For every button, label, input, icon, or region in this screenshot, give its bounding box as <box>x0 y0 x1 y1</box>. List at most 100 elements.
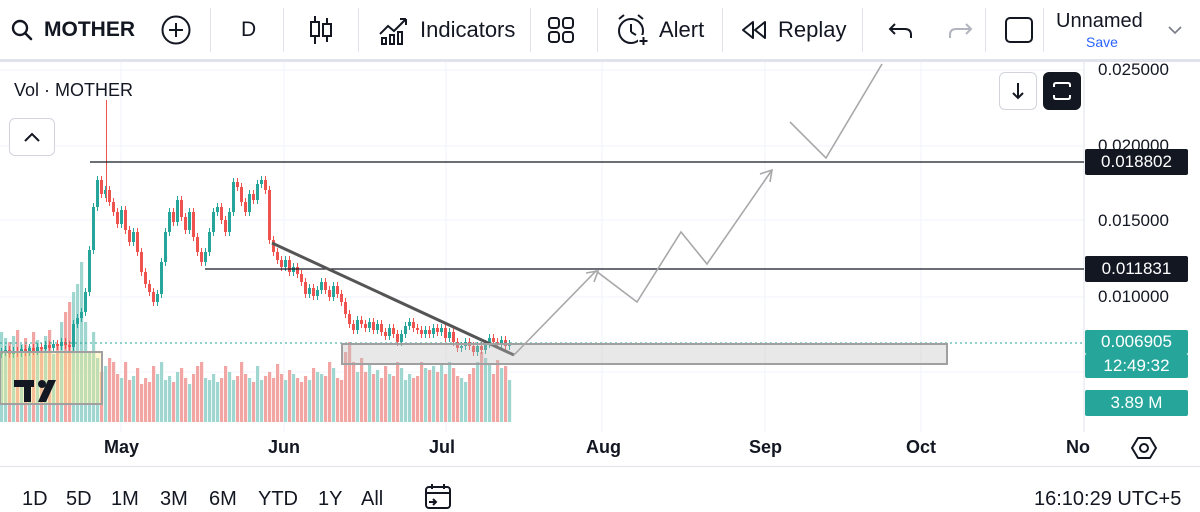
candle-body <box>104 190 107 194</box>
volume-bar <box>96 358 100 422</box>
candle-body <box>96 180 99 207</box>
undo-button[interactable] <box>887 0 915 59</box>
volume-bar <box>456 376 460 422</box>
candle-body <box>288 260 291 272</box>
volume-bar <box>484 358 488 422</box>
collapse-legend-button[interactable] <box>9 118 55 156</box>
chart-area[interactable] <box>0 62 1200 432</box>
volume-bar <box>296 378 300 422</box>
candle-body <box>324 282 327 290</box>
volume-bar <box>340 380 344 422</box>
range-6m[interactable]: 6M <box>209 488 237 510</box>
interval-button[interactable]: D <box>241 0 256 59</box>
alert-button[interactable]: Alert <box>615 0 704 59</box>
candle-body <box>380 324 383 332</box>
candle-body <box>448 332 451 338</box>
volume-bar <box>80 262 84 422</box>
scroll-to-latest-button[interactable] <box>999 72 1037 110</box>
range-1m[interactable]: 1M <box>111 488 139 510</box>
candle-body <box>220 207 223 220</box>
candle-body <box>216 207 219 212</box>
compare-button[interactable] <box>160 0 192 59</box>
projection-path-upper[interactable] <box>789 63 883 160</box>
candle-body <box>132 232 135 242</box>
toolbar-divider <box>283 8 284 52</box>
time-label: May <box>104 437 140 457</box>
volume-bar <box>140 384 144 422</box>
left-zone-box[interactable] <box>0 351 103 405</box>
range-3m[interactable]: 3M <box>160 488 188 510</box>
candle-body <box>344 302 347 314</box>
range-ytd[interactable]: YTD <box>258 488 298 510</box>
candle-body <box>228 212 231 232</box>
add-circle-icon <box>161 15 191 44</box>
candle-body <box>140 252 143 272</box>
volume-bar <box>280 374 284 422</box>
redo-button[interactable] <box>946 0 974 59</box>
range-5d[interactable]: 5D <box>66 488 92 510</box>
candle-body <box>192 212 195 237</box>
candle-body <box>276 252 279 260</box>
candle-body <box>268 190 271 240</box>
volume-bar <box>44 336 48 422</box>
volume-bar <box>444 374 448 422</box>
volume-bar <box>308 380 312 422</box>
volume-bar <box>108 358 112 422</box>
indicators-button[interactable]: Indicators <box>378 0 515 59</box>
candle-body <box>120 210 123 224</box>
chart-type-button[interactable] <box>309 0 333 59</box>
fullscreen-button[interactable] <box>1004 0 1034 59</box>
range-1y[interactable]: 1Y <box>318 488 343 510</box>
volume-bar <box>72 292 76 422</box>
candle-body <box>296 267 299 274</box>
volume-bar <box>324 376 328 422</box>
volume-bar <box>92 332 96 422</box>
volume-bar <box>132 376 136 422</box>
projection-path[interactable] <box>513 169 773 356</box>
projection-arrow-head <box>585 269 600 283</box>
candles <box>0 100 511 358</box>
volume-bar <box>4 338 8 422</box>
support-zone[interactable] <box>341 343 948 365</box>
symbol-search[interactable]: MOTHER <box>10 0 135 59</box>
volume-bar <box>336 378 340 422</box>
candle-body <box>412 322 415 328</box>
square-icon <box>1005 16 1033 43</box>
candle-body <box>100 180 103 194</box>
time-label: Sep <box>749 437 783 457</box>
volume-bar <box>128 380 132 422</box>
range-1d[interactable]: 1D <box>22 488 48 510</box>
volume-bar <box>428 370 432 422</box>
trendline[interactable] <box>271 241 515 357</box>
volume-bar <box>372 374 376 422</box>
volume-bar <box>356 372 360 422</box>
candle-body <box>180 200 183 217</box>
volume-bar <box>248 378 252 422</box>
range-all[interactable]: All <box>361 488 384 510</box>
volume-bar <box>436 372 440 422</box>
candle-body <box>416 328 419 330</box>
candle-body <box>252 194 255 200</box>
candle-body <box>432 328 435 334</box>
toolbar-divider <box>985 8 986 52</box>
candle-body <box>328 290 331 297</box>
go-to-date-icon[interactable] <box>423 482 453 512</box>
utc-clock[interactable]: 16:10:29 UTC+5 <box>1034 488 1182 510</box>
candle-body <box>68 345 71 347</box>
candle-body <box>492 338 495 342</box>
volume-legend[interactable]: Vol · MOTHER <box>14 80 134 100</box>
auto-scale-button[interactable] <box>1043 72 1081 110</box>
layouts-button[interactable] <box>547 0 575 59</box>
candle-body <box>172 212 175 222</box>
volume-bar <box>368 364 372 422</box>
replay-button[interactable]: Replay <box>740 0 846 59</box>
bar-countdown: 12:49:32 <box>1085 354 1188 378</box>
volume-bar <box>388 374 392 422</box>
candle-body <box>408 322 411 326</box>
volume-bar <box>88 352 92 422</box>
candle-body <box>40 347 43 349</box>
volume-bar <box>360 358 364 422</box>
chart-settings-icon[interactable] <box>1131 435 1157 461</box>
candle-body <box>44 345 47 349</box>
volume-bar <box>416 376 420 422</box>
